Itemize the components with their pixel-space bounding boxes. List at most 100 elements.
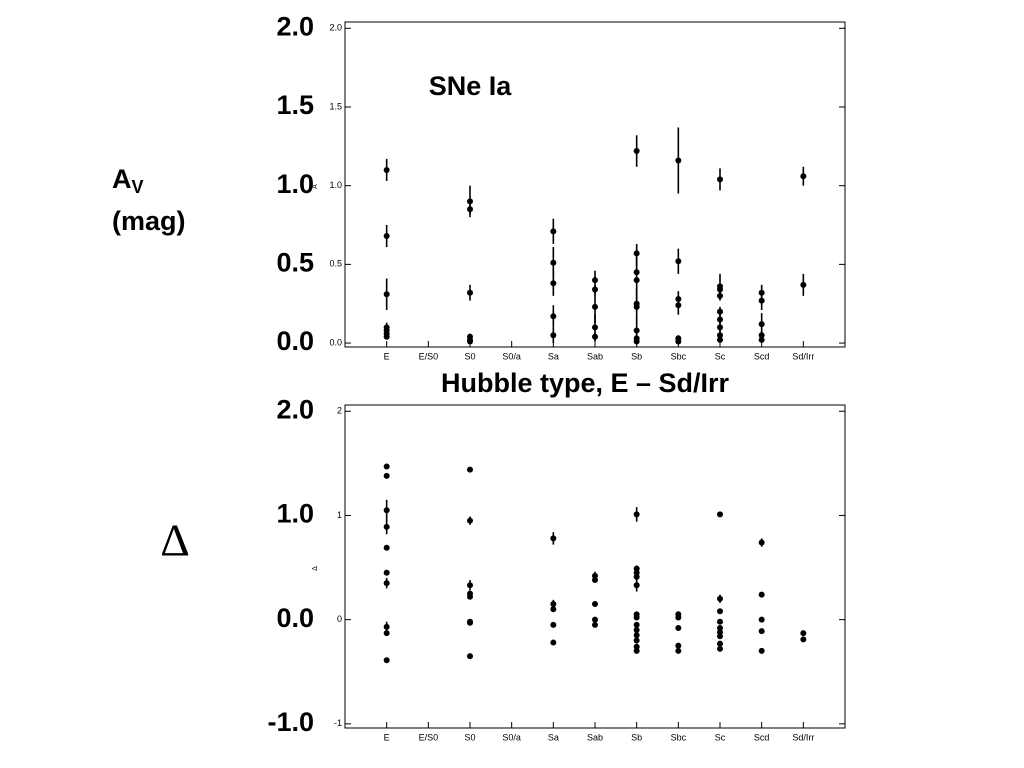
data-point: [717, 624, 723, 631]
data-point: [717, 286, 723, 293]
x-tick-label: Sb: [631, 732, 642, 742]
y-tick-label: 2.0: [329, 23, 342, 33]
axis-y-label: Δ: [312, 566, 319, 571]
data-point: [758, 332, 765, 339]
data-point: [550, 228, 557, 235]
data-point: [758, 336, 765, 343]
data-point: [758, 539, 765, 546]
data-point: [592, 621, 598, 628]
data-point: [758, 321, 765, 328]
outer-y-tick-label: 1.5: [276, 90, 314, 120]
y-tick-label: -1: [334, 718, 342, 728]
x-tick-label: Scd: [754, 351, 770, 361]
data-point: [467, 593, 473, 600]
x-tick-label: E/S0: [419, 732, 439, 742]
data-point: [592, 577, 598, 584]
data-point: [675, 647, 682, 654]
data-point: [633, 338, 640, 345]
x-tick-label: E: [384, 351, 390, 361]
x-tick-label: Sab: [587, 732, 603, 742]
data-point: [550, 621, 557, 628]
data-point: [383, 166, 390, 173]
data-point: [467, 517, 473, 524]
data-point: [717, 316, 723, 323]
data-point: [383, 623, 390, 630]
x-tick-label: Sd/Irr: [792, 351, 814, 361]
data-point: [550, 639, 557, 646]
outer-y-tick-label: 1.0: [276, 499, 314, 529]
x-tick-label: E/S0: [419, 351, 439, 361]
data-point: [800, 636, 807, 643]
y-axis-title-main: A: [112, 164, 132, 194]
data-point: [633, 621, 640, 628]
y-tick-label: 0.5: [329, 259, 342, 269]
x-tick-label: S0/a: [502, 732, 521, 742]
data-point: [717, 336, 723, 343]
data-point: [467, 619, 473, 626]
data-point: [800, 630, 807, 637]
data-point: [717, 308, 723, 315]
data-point: [633, 582, 640, 589]
x-tick-label: Scd: [754, 732, 770, 742]
x-tick-label: Sbc: [671, 351, 687, 361]
data-point: [633, 647, 640, 654]
data-point: [383, 544, 390, 551]
data-point: [383, 472, 390, 479]
data-point: [550, 313, 557, 320]
data-point: [383, 630, 390, 637]
data-point: [383, 580, 390, 587]
plot-frame: [344, 404, 846, 729]
data-point: [758, 616, 765, 623]
data-point: [550, 601, 557, 608]
data-point: [675, 338, 682, 345]
data-point: [592, 333, 598, 340]
outer-y-tick-label: 0.0: [276, 326, 314, 356]
data-point: [633, 632, 640, 639]
y-axis-title: AV: [112, 164, 144, 197]
data-point: [592, 277, 598, 284]
x-tick-label: Sd/Irr: [792, 732, 814, 742]
data-point: [467, 206, 473, 213]
data-point: [633, 565, 640, 572]
outer-y-tick-label: 1.0: [276, 169, 314, 199]
data-point: [383, 333, 390, 340]
data-point: [633, 637, 640, 644]
data-point: [633, 327, 640, 334]
data-point: [383, 291, 390, 298]
data-point: [633, 627, 640, 634]
data-point: [633, 250, 640, 257]
data-point: [675, 624, 682, 631]
x-tick-label: Sa: [548, 351, 559, 361]
data-point: [717, 633, 723, 640]
data-point: [633, 573, 640, 580]
data-point: [550, 332, 557, 339]
data-point: [633, 614, 640, 621]
data-point: [717, 645, 723, 652]
data-point: [717, 640, 723, 647]
data-point: [383, 657, 390, 664]
x-tick-label: S0: [464, 732, 475, 742]
data-point: [467, 338, 473, 345]
data-point: [717, 618, 723, 625]
data-point: [592, 572, 598, 579]
data-point: [383, 507, 390, 514]
data-point: [633, 277, 640, 284]
data-point: [800, 173, 807, 180]
data-point: [383, 463, 390, 470]
x-tick-label: Sb: [631, 351, 642, 361]
data-point: [550, 535, 557, 542]
x-tick-label: Sab: [587, 351, 603, 361]
y-axis-title: Δ: [160, 515, 190, 566]
data-point: [467, 653, 473, 660]
data-point: [592, 601, 598, 608]
data-point: [717, 511, 723, 518]
data-point: [592, 324, 598, 331]
data-point: [383, 523, 390, 530]
outer-y-tick-label: 2.0: [276, 394, 314, 424]
data-point: [758, 591, 765, 598]
axis-y-label: A: [312, 184, 319, 189]
annotation: SNe Ia: [429, 71, 513, 101]
outer-y-tick-label: 0.0: [276, 603, 314, 633]
data-point: [800, 281, 807, 288]
